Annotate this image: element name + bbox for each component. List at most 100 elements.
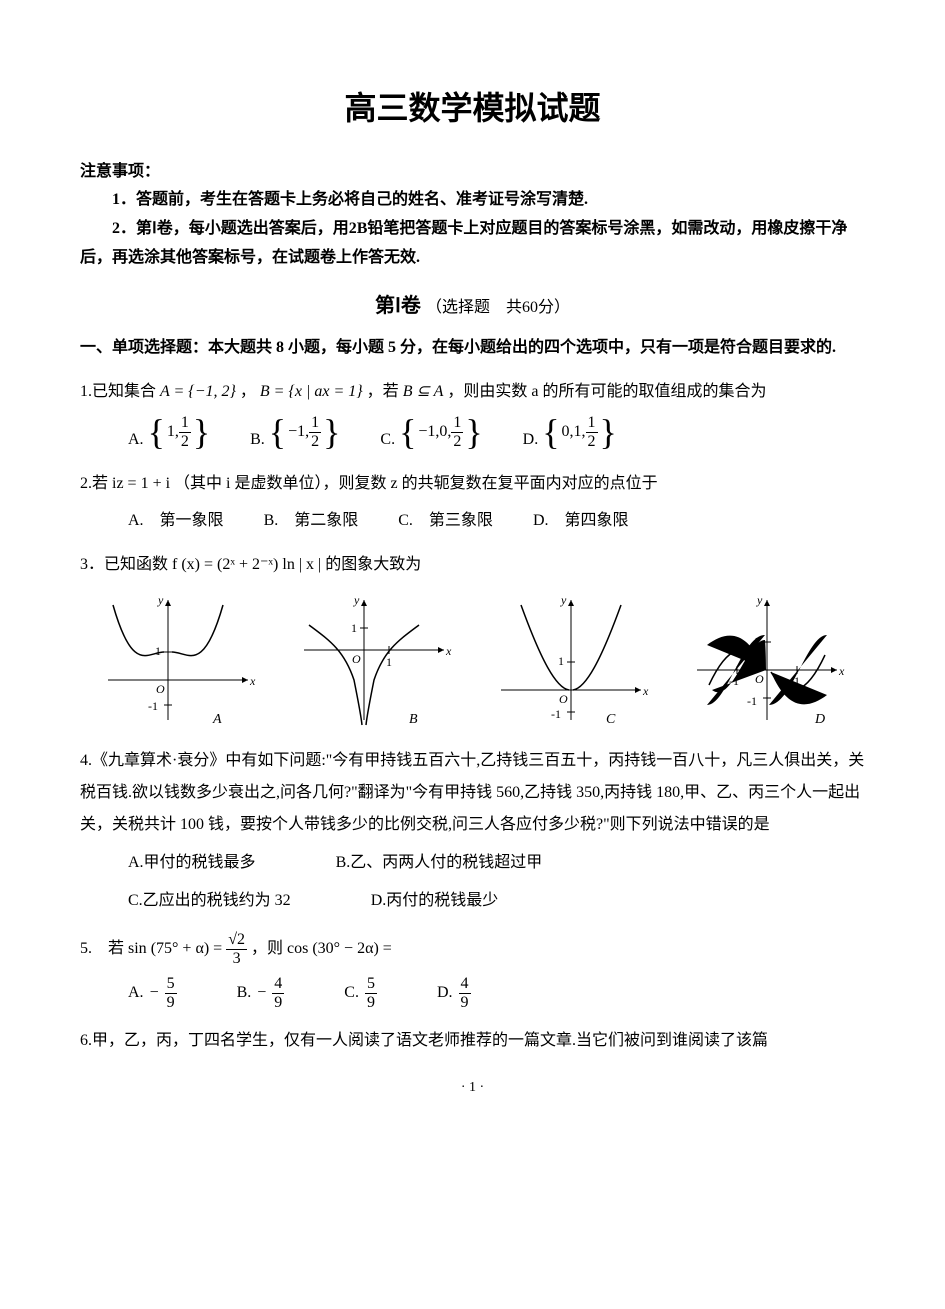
svg-text:D: D [814,712,825,727]
svg-text:O: O [156,682,165,696]
q1-optB-label: B. [250,431,265,448]
svg-text:y: y [353,593,360,607]
graph-D: x y O 1 -1 -1 1 D [687,590,847,730]
q5-optD-label: D. [437,979,453,1008]
notice-item-1: 1．答题前，考生在答题卡上务必将自己的姓名、准考证号涂写清楚. [80,186,865,215]
q4-optC: C.乙应出的税钱约为 32 [128,887,291,916]
q5-optC: C. 59 [344,975,377,1011]
q5-arg2: (30° − 2α) [312,935,378,964]
svg-text:x: x [642,684,649,698]
notice-item-2: 2．第Ⅰ卷，每小题选出答案后，用2B铅笔把答题卡上对应题目的答案标号涂黑，如需改… [80,215,865,273]
q4-options-row1: A.甲付的税钱最多 B.乙、丙两人付的税钱超过甲 [128,849,865,878]
q5-optD: D. 49 [437,975,471,1011]
q1-optB-bd: 2 [309,433,321,451]
svg-text:x: x [445,644,452,658]
q5-optC-label: C. [344,979,359,1008]
graph-B: x y O 1 1 B [294,590,454,730]
q1-optD-b: 1 [574,423,582,440]
q1-optD-label: D. [523,431,539,448]
svg-text:1: 1 [386,655,392,669]
svg-text:-1: -1 [551,707,561,721]
q1-setB: B = {x | ax = 1} [260,383,363,400]
question-4: 4.《九章算术·衰分》中有如下问题:"今有甲持钱五百六十,乙持钱三百五十，丙持钱… [80,745,865,841]
q1-optC-label: C. [380,431,395,448]
question-3: 3．已知函数 f (x) = (2ˣ + 2⁻ˣ) ln | x | 的图象大致… [80,551,865,580]
svg-text:y: y [157,593,164,607]
q5-optB-label: B. [237,979,252,1008]
q5-options: A. − 59 B. − 49 C. 59 D. 49 [128,975,865,1011]
page-number: · 1 · [80,1075,865,1100]
q5-post: = [383,935,392,964]
q1-optB: B. {−1,12} [250,414,340,455]
section-sub: （选择题 共60分） [426,299,570,316]
svg-text:O: O [559,692,568,706]
svg-text:-1: -1 [148,699,158,713]
svg-text:x: x [838,664,845,678]
question-6: 6.甲，乙，丙，丁四名学生，仅有一人阅读了语文老师推荐的一篇文章.当它们被问到谁… [80,1027,865,1056]
q1-optA-a: 1 [167,423,175,440]
q1-optB-a: −1 [288,423,305,440]
q5-mid: ，则 cos [251,935,308,964]
q5-optB-sign: − [257,979,266,1008]
q1-optB-bn: 1 [309,414,321,433]
svg-text:1: 1 [155,644,161,658]
graph-A: x y O 1 -1 x y O 1 [98,590,258,730]
q5-optB-n: 4 [272,975,284,994]
q5-optA-d: 9 [165,994,177,1012]
q1-pre: 1.已知集合 [80,383,160,400]
q4-optA: A.甲付的税钱最多 [128,849,256,878]
svg-text:B: B [409,712,418,727]
section-title: 第Ⅰ卷 （选择题 共60分） [80,288,865,324]
q5-optC-d: 9 [365,994,377,1012]
q1-options: A. {1,12} B. {−1,12} C. {−1,0,12} D. {0,… [128,414,865,455]
question-5: 5. 若 sin (75° + α) = √2 3 ，则 cos (30° − … [80,931,865,967]
graph-C: x y O 1 -1 C [491,590,651,730]
q5-optB-d: 9 [272,994,284,1012]
q2-optB: B. 第二象限 [264,507,359,536]
svg-text:y: y [560,593,567,607]
q1-optC: C. {−1,0,12} [380,414,482,455]
q4-optD: D.丙付的税钱最少 [371,887,499,916]
q5-optA-sign: − [150,979,159,1008]
notice-header: 注意事项： [80,158,865,187]
q1-optC-cd: 2 [451,433,463,451]
q1-mid1: ， [240,383,256,400]
svg-text:y: y [756,593,763,607]
q1-optA-label: A. [128,431,144,448]
q1-optC-b: 0 [439,423,447,440]
q5-rhs: √2 3 [226,931,247,967]
q5-arg1: (75° + α) [151,935,209,964]
question-1: 1.已知集合 A = {−1, 2} ， B = {x | ax = 1} ，若… [80,378,865,407]
q5-rhs-den: 3 [226,950,247,968]
svg-text:O: O [352,652,361,666]
q1-optA: A. {1,12} [128,414,210,455]
q5-eq: = [213,935,222,964]
svg-text:C: C [606,712,616,727]
q1-mid2: ，若 [367,383,403,400]
q5-optD-n: 4 [459,975,471,994]
question-2: 2.若 iz = 1 + i （其中 i 是虚数单位），则复数 z 的共轭复数在… [80,470,865,499]
section-main: 第Ⅰ卷 [375,295,421,317]
svg-text:A: A [212,712,222,727]
q1-optD-cn: 1 [586,414,598,433]
q5-optD-d: 9 [459,994,471,1012]
q1-setA: A = {−1, 2} [160,383,236,400]
q2-options: A. 第一象限 B. 第二象限 C. 第三象限 D. 第四象限 [128,507,865,536]
q1-post: ，则由实数 a 的所有可能的取值组成的集合为 [447,383,766,400]
q1-optC-cn: 1 [451,414,463,433]
q2-optA: A. 第一象限 [128,507,224,536]
q1-optD-a: 0 [562,423,570,440]
q1-optA-bd: 2 [179,433,191,451]
part-title: 一、单项选择题：本大题共 8 小题，每小题 5 分，在每小题给出的四个选项中，只… [80,334,865,363]
q5-pre: 5. 若 sin [80,935,147,964]
q3-graphs: x y O 1 -1 x y O 1 [80,590,865,730]
q4-options-row2: C.乙应出的税钱约为 32 D.丙付的税钱最少 [128,887,865,916]
q1-optA-bn: 1 [179,414,191,433]
q5-rhs-num: √2 [226,931,247,950]
q5-optA-label: A. [128,979,144,1008]
svg-text:1: 1 [351,621,357,635]
svg-text:1: 1 [558,654,564,668]
q5-optA-n: 5 [165,975,177,994]
q1-cond: B ⊆ A [403,383,444,400]
q5-optA: A. − 59 [128,975,177,1011]
